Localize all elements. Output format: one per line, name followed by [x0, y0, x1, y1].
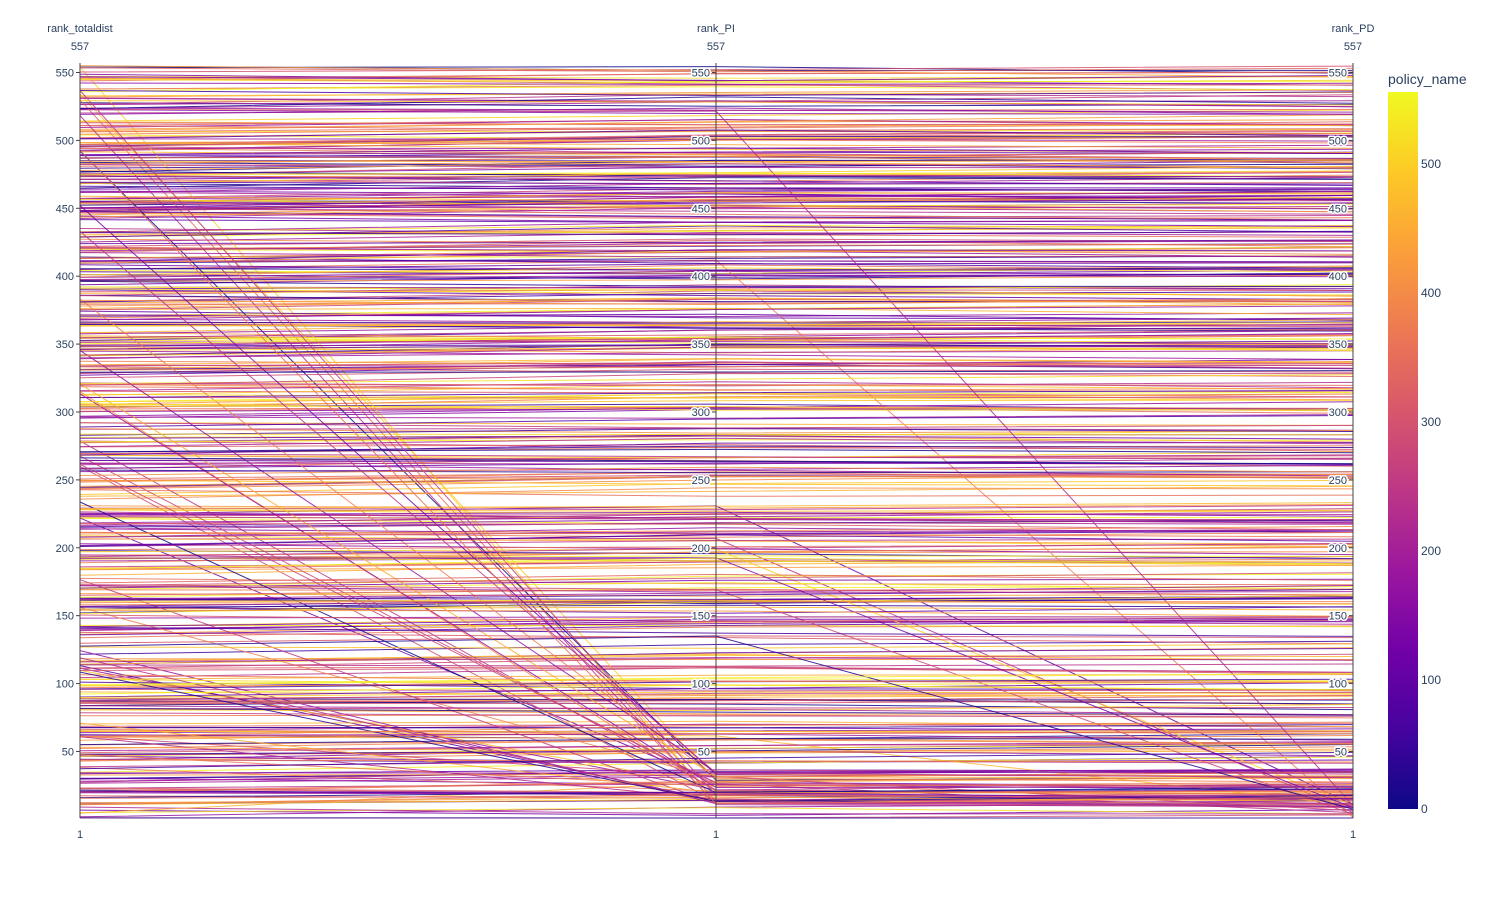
axis-title: rank_PI [697, 23, 735, 35]
axis-range-max: 557 [707, 41, 725, 53]
axis-rank_PI[interactable]: rank_PI557150100150200250300350400450500… [690, 23, 735, 841]
tick-label: 200 [56, 543, 74, 555]
colorbar-gradient [1388, 92, 1418, 809]
colorbar-tick-label: 100 [1421, 673, 1441, 687]
tick-label: 200 [692, 543, 710, 555]
tick-label: 150 [1329, 611, 1347, 623]
axis-range-min: 1 [77, 829, 83, 841]
tick-label: 100 [1329, 679, 1347, 691]
axis-range-min: 1 [713, 829, 719, 841]
tick-label: 550 [56, 68, 74, 80]
axis-title: rank_totaldist [47, 23, 112, 35]
colorbar: policy_name 0 100 200 300 400 500 [1388, 71, 1467, 816]
tick-label: 500 [692, 135, 710, 147]
tick-label: 450 [1329, 203, 1347, 215]
tick-label: 450 [56, 203, 74, 215]
tick-label: 100 [56, 679, 74, 691]
colorbar-tick-label: 300 [1421, 415, 1441, 429]
tick-label: 250 [692, 475, 710, 487]
colorbar-tick-label: 200 [1421, 544, 1441, 558]
tick-label: 300 [56, 407, 74, 419]
colorbar-tick-label: 400 [1421, 286, 1441, 300]
axis-rank_PD[interactable]: rank_PD557150100150200250300350400450500… [1327, 23, 1375, 841]
tick-label: 300 [692, 407, 710, 419]
colorbar-tick-label: 500 [1421, 157, 1441, 171]
tick-label: 150 [692, 611, 710, 623]
axis-rank_totaldist[interactable]: rank_totaldist55715010015020025030035040… [47, 23, 112, 841]
tick-label: 100 [692, 679, 710, 691]
axis-title: rank_PD [1332, 23, 1375, 35]
tick-label: 250 [56, 475, 74, 487]
axis-range-min: 1 [1350, 829, 1356, 841]
axes-layer: rank_totaldist55715010015020025030035040… [47, 23, 1374, 841]
colorbar-title: policy_name [1388, 71, 1467, 87]
tick-label: 500 [1329, 135, 1347, 147]
tick-label: 450 [692, 203, 710, 215]
tick-label: 500 [56, 135, 74, 147]
axis-range-max: 557 [71, 41, 89, 53]
tick-label: 400 [692, 271, 710, 283]
tick-label: 550 [692, 68, 710, 80]
tick-label: 150 [56, 611, 74, 623]
tick-label: 300 [1329, 407, 1347, 419]
colorbar-tick-label: 0 [1421, 802, 1428, 816]
tick-label: 350 [692, 339, 710, 351]
tick-label: 200 [1329, 543, 1347, 555]
axis-range-max: 557 [1344, 41, 1362, 53]
tick-label: 400 [1329, 271, 1347, 283]
tick-label: 50 [698, 746, 710, 758]
tick-label: 250 [1329, 475, 1347, 487]
tick-label: 550 [1329, 68, 1347, 80]
tick-label: 350 [1329, 339, 1347, 351]
tick-label: 350 [56, 339, 74, 351]
tick-label: 400 [56, 271, 74, 283]
tick-label: 50 [62, 746, 74, 758]
tick-label: 50 [1335, 746, 1347, 758]
